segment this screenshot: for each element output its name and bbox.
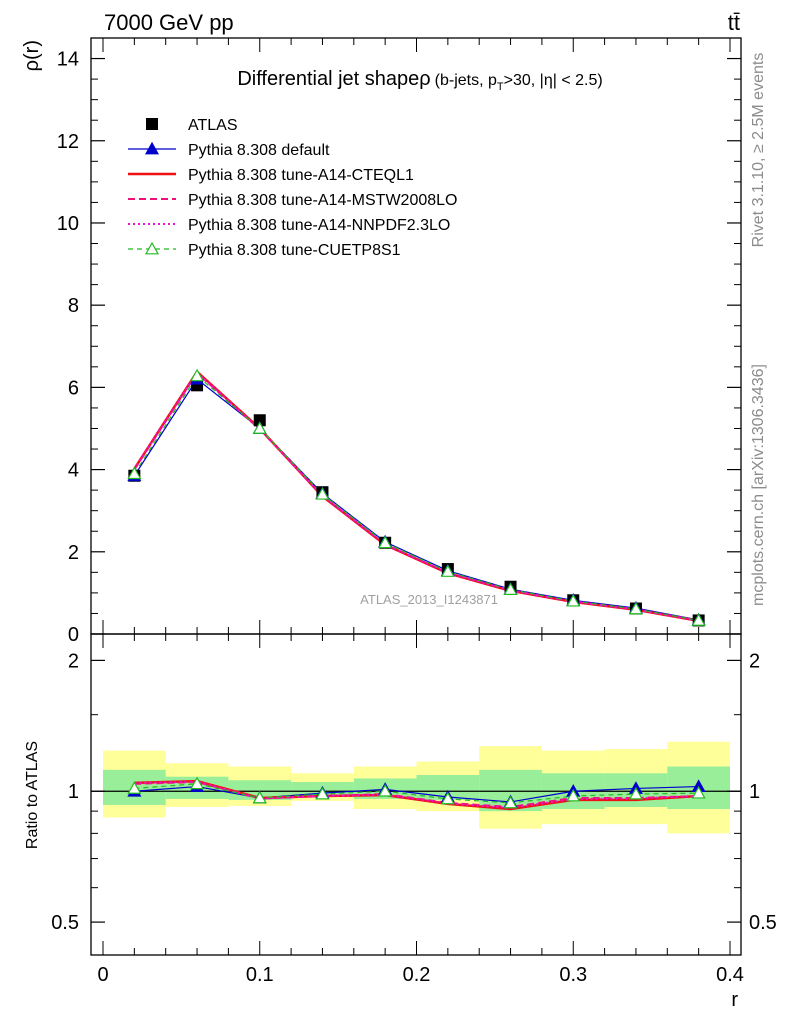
xtick-label: 0.3 [559, 964, 587, 986]
series-5-marker [252, 421, 267, 434]
series-5-marker [127, 466, 142, 480]
ratio-series-4-marker [691, 785, 706, 799]
legend-entry: Pythia 8.308 default [128, 141, 330, 159]
ratio-ytick-label: 1 [68, 781, 79, 803]
main-ytick-label: 12 [57, 131, 79, 153]
ratio-ytick-label: 2 [68, 650, 79, 672]
series-3-line [133, 371, 699, 622]
title-sub-tail: >30, |η| < 2.5) [504, 72, 603, 89]
xtick-label: 0.2 [403, 964, 431, 986]
ratio-ytick-label-right: 2 [749, 650, 760, 672]
mcplots-label: mcplots.cern.ch [arXiv:1306.3436] [750, 364, 767, 606]
main-ytick-label: 6 [68, 377, 79, 399]
ratio-series-4-marker [127, 781, 142, 794]
legend-label: Pythia 8.308 tune-CUETP8S1 [188, 242, 401, 259]
ratio-series-3-line [134, 780, 699, 810]
xtick-label: 0 [97, 964, 108, 986]
legend-marker [144, 241, 160, 255]
xtick-label: 0.4 [716, 964, 744, 986]
ratio-series-4-marker [503, 795, 518, 809]
atlas-data-point [253, 414, 266, 427]
legend-entry: Pythia 8.308 tune-A14-NNPDF2.3LO [128, 217, 450, 234]
ratio-ytick-label-right: 0.5 [749, 912, 777, 934]
legend-entry: Pythia 8.308 tune-A14-CTEQL1 [128, 167, 414, 184]
series-5-marker [378, 535, 393, 549]
series-5-marker [691, 613, 706, 626]
ratio-series-0-line [134, 785, 699, 803]
main-ytick-label: 8 [68, 295, 79, 317]
ratio-series-4-marker [315, 786, 330, 800]
ratio-series-2-line [134, 781, 699, 808]
legend-label: Pythia 8.308 default [188, 142, 330, 159]
ratio-ytick-label-right: 1 [749, 781, 760, 803]
legend: ATLAS Pythia 8.308 default Pythia 8.308 tu… [128, 117, 457, 259]
ratio-series-4-marker [566, 788, 581, 802]
ratio-series-4-marker [440, 791, 455, 805]
series-5-marker [503, 582, 518, 596]
main-ytick-label: 4 [68, 460, 79, 482]
watermark: ATLAS_2013_I1243871 [360, 592, 498, 607]
ratio-ylabel: Ratio to ATLAS [24, 741, 41, 849]
legend-entry: Pythia 8.308 tune-A14-MSTW2008LO [128, 192, 457, 209]
title-sub-T: T [497, 81, 504, 93]
series-5-marker [315, 487, 330, 500]
series-2-line [133, 369, 699, 623]
xlabel: r [731, 989, 738, 1011]
series-5-marker [566, 593, 581, 607]
legend-label: Pythia 8.308 tune-A14-NNPDF2.3LO [188, 217, 450, 234]
title-sub: (b-jets, p [435, 72, 497, 89]
series-1-line [133, 378, 699, 621]
ratio-series-4-marker [190, 776, 205, 790]
series-5-marker [440, 564, 455, 577]
main-title: Differential jet shapeρ (b-jets, pT>30, |… [237, 68, 602, 93]
legend-label: ATLAS [188, 117, 238, 134]
legend-atlas-marker [146, 118, 158, 130]
legend-entry: ATLAS [146, 117, 238, 134]
ratio-series-4-marker [628, 786, 643, 800]
main-ytick-label: 2 [68, 542, 79, 564]
title-main: Differential jet shapeρ [237, 68, 430, 90]
series-5-marker [190, 368, 205, 382]
main-ylabel: ρ(r) [21, 40, 43, 71]
xtick-label: 0.1 [246, 964, 274, 986]
series-5-marker [628, 601, 643, 615]
legend-label: Pythia 8.308 tune-A14-CTEQL1 [188, 167, 414, 184]
legend-label: Pythia 8.308 tune-A14-MSTW2008LO [188, 192, 457, 209]
rivet-label: Rivet 3.1.10, ≥ 2.5M events [750, 53, 767, 248]
main-ytick-label: 0 [68, 624, 79, 646]
legend-entry: Pythia 8.308 tune-CUETP8S1 [128, 241, 401, 259]
legend-marker [144, 141, 160, 155]
ratio-series-4-marker [252, 790, 267, 804]
main-ytick-label: 10 [57, 213, 79, 235]
header-left: 7000 GeV pp [104, 10, 234, 35]
series-4-line [133, 371, 699, 622]
series-5-line [133, 374, 699, 622]
header-right: tt̄ [728, 10, 740, 35]
ratio-series-4-marker [378, 783, 393, 797]
main-ytick-label: 14 [57, 49, 79, 71]
ratio-ytick-label: 0.5 [51, 912, 79, 934]
